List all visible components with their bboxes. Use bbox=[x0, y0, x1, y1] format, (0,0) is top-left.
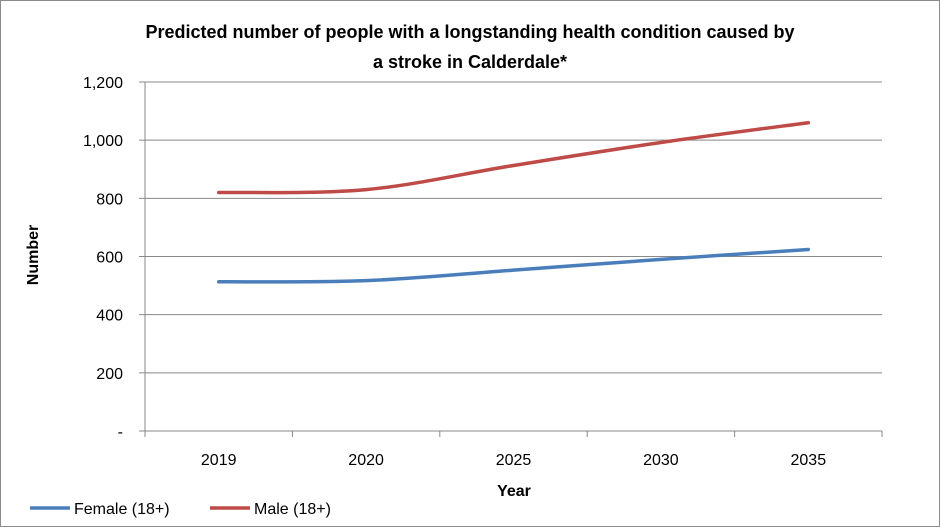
y-tick-label: 400 bbox=[96, 308, 123, 325]
series-lines bbox=[216, 120, 811, 284]
x-tick-label: 2030 bbox=[643, 452, 679, 469]
legend-label: Male (18+) bbox=[254, 501, 331, 518]
y-axis-title: Number bbox=[25, 225, 42, 285]
y-tick-label: 800 bbox=[96, 191, 123, 208]
x-axis-ticks: 2019 2020 2025 2030 2035 bbox=[144, 431, 883, 469]
x-tick-label: 2020 bbox=[348, 452, 384, 469]
x-tick-label: 2019 bbox=[201, 452, 237, 469]
x-tick-label: 2035 bbox=[791, 452, 827, 469]
y-tick-label: 600 bbox=[96, 250, 123, 267]
chart-title-line-1: Predicted number of people with a longst… bbox=[145, 22, 794, 42]
y-axis-ticks: - 200 400 600 800 1,000 1,200 bbox=[83, 75, 145, 441]
x-axis-title: Year bbox=[497, 483, 531, 500]
chart-title-line-2: a stroke in Calderdale* bbox=[373, 52, 567, 72]
x-tick-label: 2025 bbox=[496, 452, 532, 469]
gridlines bbox=[145, 81, 882, 374]
y-tick-label: 200 bbox=[96, 366, 123, 383]
y-tick-label: 1,200 bbox=[83, 75, 123, 92]
y-tick-label: 1,000 bbox=[83, 133, 123, 150]
legend: Female (18+) Male (18+) bbox=[30, 501, 331, 518]
y-tick-label: - bbox=[118, 424, 123, 441]
series-line-female bbox=[216, 247, 811, 284]
legend-label: Female (18+) bbox=[74, 501, 170, 518]
series-line-male bbox=[216, 120, 811, 195]
